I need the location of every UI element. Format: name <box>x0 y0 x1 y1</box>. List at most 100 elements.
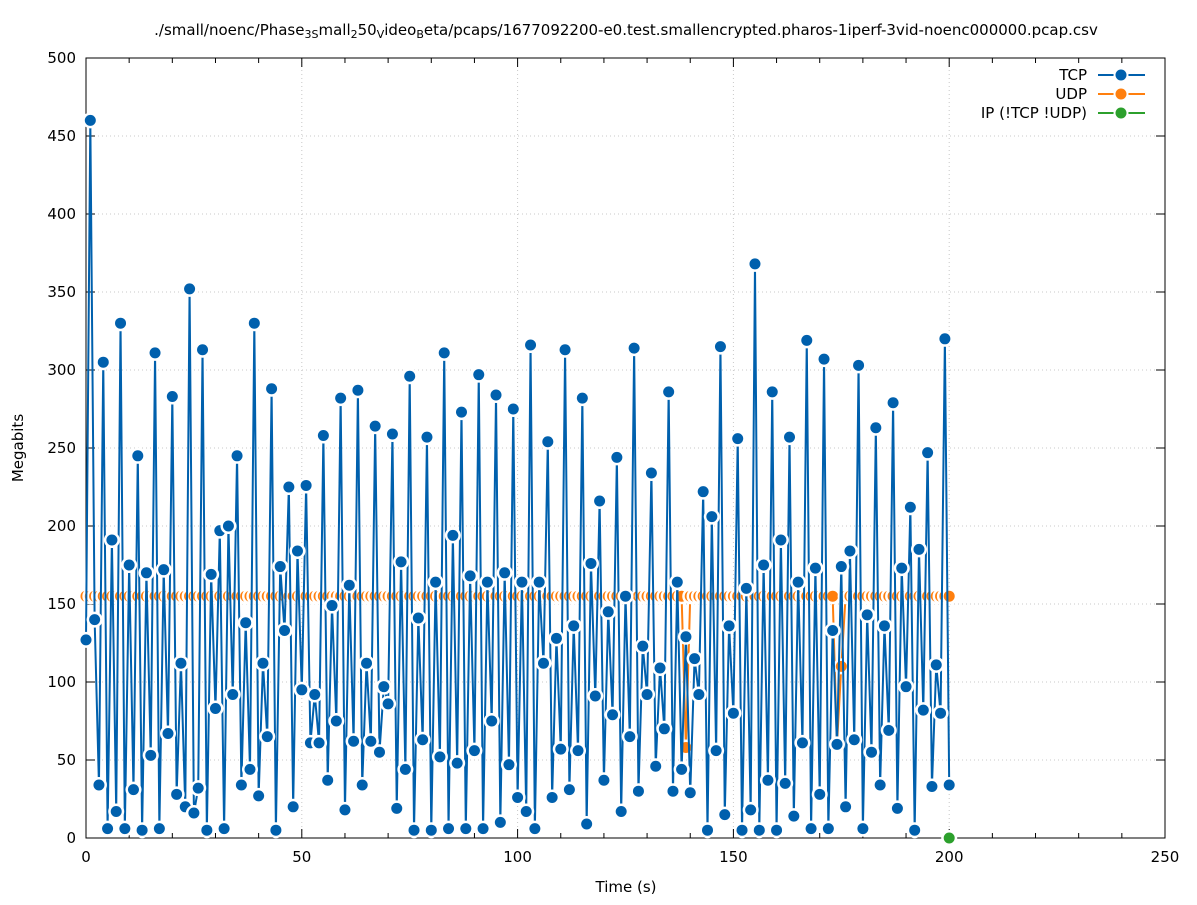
data-point <box>943 590 955 602</box>
data-point <box>438 347 450 359</box>
data-point <box>231 450 243 462</box>
title-part: eta/pcaps/1677092200-e0.test.smallencryp… <box>424 21 1098 39</box>
x-tick-label: 250 <box>1151 848 1180 866</box>
data-point <box>468 745 480 757</box>
y-axis-label: Megabits <box>9 414 27 482</box>
data-point <box>218 823 230 835</box>
data-point <box>537 657 549 669</box>
data-point <box>611 451 623 463</box>
series-ip-tcp-udp- <box>941 830 958 846</box>
title-part: 50 <box>358 21 377 39</box>
data-point <box>831 738 843 750</box>
data-point <box>620 590 631 602</box>
data-point <box>835 660 847 672</box>
data-point <box>689 653 701 665</box>
data-point <box>361 657 373 669</box>
data-point <box>473 369 485 381</box>
data-point <box>503 759 515 771</box>
data-point <box>455 406 467 418</box>
data-point <box>637 640 649 652</box>
data-point <box>313 737 325 749</box>
data-point <box>589 690 601 702</box>
data-point <box>671 576 683 588</box>
y-tick-label: 300 <box>47 361 76 379</box>
data-point <box>408 824 420 836</box>
x-axis-label: Time (s) <box>595 878 657 896</box>
data-point <box>706 511 718 523</box>
y-tick-label: 150 <box>47 595 76 613</box>
data-point <box>499 567 511 579</box>
data-point <box>896 562 908 574</box>
data-point <box>533 576 545 588</box>
x-tick-label: 150 <box>719 848 748 866</box>
data-point <box>158 564 170 576</box>
data-point <box>140 567 152 579</box>
y-tick-label: 200 <box>47 517 76 535</box>
data-point <box>460 823 472 835</box>
data-point <box>719 809 731 821</box>
data-point <box>412 612 424 624</box>
data-point <box>481 576 493 588</box>
data-point <box>848 734 860 746</box>
data-point <box>283 481 295 493</box>
data-point <box>188 807 200 819</box>
data-point <box>913 543 925 555</box>
data-point <box>727 707 739 719</box>
data-point <box>650 760 662 772</box>
data-point <box>171 788 183 800</box>
data-point <box>943 832 955 844</box>
data-point <box>784 431 796 443</box>
data-point <box>352 384 364 396</box>
data-point <box>209 703 221 715</box>
data-point <box>149 347 161 359</box>
data-point <box>373 746 385 758</box>
data-point <box>227 688 239 700</box>
data-point <box>840 801 852 813</box>
legend-label: TCP <box>1058 66 1087 84</box>
data-point <box>404 370 416 382</box>
data-point <box>274 561 286 573</box>
data-point <box>348 735 360 747</box>
data-point <box>421 431 433 443</box>
data-point <box>887 397 899 409</box>
data-point <box>326 600 338 612</box>
data-point <box>796 737 808 749</box>
data-point <box>628 342 640 354</box>
data-point <box>835 561 847 573</box>
data-point <box>136 824 148 836</box>
data-point <box>663 386 675 398</box>
data-point <box>192 782 204 794</box>
data-point <box>771 824 783 836</box>
data-point <box>322 774 334 786</box>
data-point <box>680 631 692 643</box>
data-point <box>447 529 459 541</box>
data-point <box>235 779 247 791</box>
data-point <box>805 823 817 835</box>
data-point <box>568 620 580 632</box>
data-point <box>917 704 929 716</box>
data-point <box>874 779 886 791</box>
data-point <box>197 344 209 356</box>
data-point <box>891 802 903 814</box>
data-point <box>753 824 765 836</box>
data-point <box>930 659 942 671</box>
data-point <box>309 688 321 700</box>
data-point <box>300 479 312 491</box>
axes: 0 50 100 150 200 250 0 50 100 150 200 250 300 350 400 4… <box>47 49 1179 866</box>
data-point <box>542 436 554 448</box>
data-point <box>339 804 351 816</box>
data-point <box>525 339 537 351</box>
data-point <box>162 727 174 739</box>
data-point <box>102 823 114 835</box>
x-tick-label: 100 <box>503 848 532 866</box>
data-point <box>80 634 92 646</box>
data-point <box>516 576 528 588</box>
title-part: ./small/noenc/Phase <box>154 21 304 39</box>
data-point <box>443 823 455 835</box>
legend-marker <box>1115 88 1127 100</box>
data-point <box>93 779 105 791</box>
data-point <box>598 774 610 786</box>
title-part: S <box>311 28 318 41</box>
